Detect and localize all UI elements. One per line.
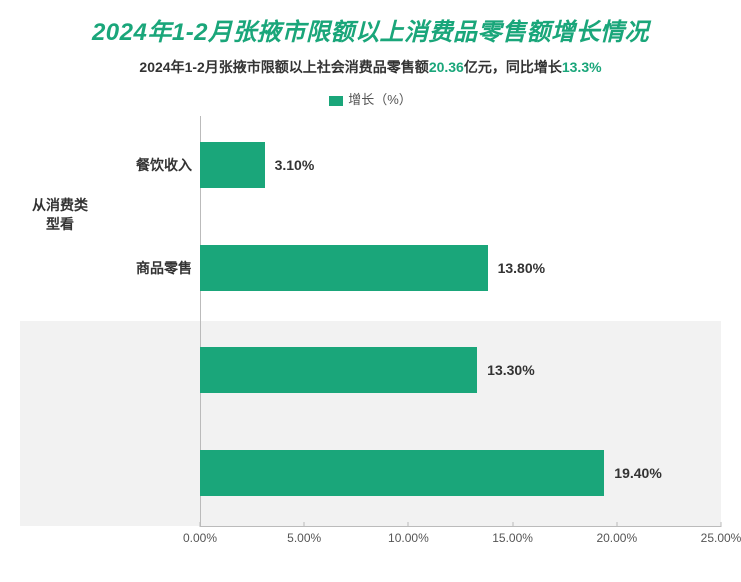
bar xyxy=(200,347,477,393)
chart-title: 2024年1-2月张掖市限额以上消费品零售额增长情况 xyxy=(20,12,721,47)
bars-area: 3.10% 13.80% 13.30% 19.40% 0.00%5.00%10.00%1… xyxy=(200,116,721,556)
bar-value-label: 3.10% xyxy=(275,157,315,173)
legend: 增长（%） xyxy=(20,89,721,108)
bar-row: 13.80% xyxy=(200,245,721,291)
x-tick-label: 25.00% xyxy=(701,531,741,545)
bar xyxy=(200,142,265,188)
bar-row: 19.40% xyxy=(200,450,721,496)
x-tick-label: 10.00% xyxy=(388,531,429,545)
x-tick-label: 20.00% xyxy=(596,531,637,545)
legend-swatch xyxy=(329,96,343,106)
x-tick-label: 15.00% xyxy=(492,531,533,545)
subtitle-value: 20.36 xyxy=(429,59,464,75)
category-label: 餐饮收入 xyxy=(136,155,192,175)
subtitle-growth: 13.3% xyxy=(562,59,602,75)
chart-container: 2024年1-2月张掖市限额以上消费品零售额增长情况 2024年1-2月张掖市限… xyxy=(0,0,741,582)
legend-label: 增长（%） xyxy=(348,92,412,107)
x-axis: 0.00%5.00%10.00%15.00%20.00%25.00% xyxy=(200,526,721,527)
subtitle-prefix: 2024年1-2月张掖市限额以上社会消费品零售额 xyxy=(139,59,428,75)
bar xyxy=(200,450,604,496)
x-tick-mark xyxy=(616,522,617,527)
x-tick-mark xyxy=(512,522,513,527)
x-tick-mark xyxy=(200,522,201,527)
x-tick-label: 5.00% xyxy=(287,531,321,545)
bar xyxy=(200,245,488,291)
category-label: 商品零售 xyxy=(136,258,192,278)
x-tick-mark xyxy=(408,522,409,527)
bar-row: 13.30% xyxy=(200,347,721,393)
subtitle-unit: 亿元，同比增长 xyxy=(464,59,562,75)
x-tick-mark xyxy=(721,522,722,527)
plot-area: 从消费类型看基本生活类消费 餐饮收入商品零售饮料类粮油食品类 3.10%13.8… xyxy=(20,116,721,556)
bar-value-label: 19.40% xyxy=(614,465,661,481)
group-label: 从消费类型看 xyxy=(20,196,100,232)
bar-value-label: 13.30% xyxy=(487,362,534,378)
x-tick-mark xyxy=(304,522,305,527)
x-tick-label: 0.00% xyxy=(183,531,217,545)
chart-subtitle: 2024年1-2月张掖市限额以上社会消费品零售额20.36亿元，同比增长13.3… xyxy=(20,57,721,77)
bar-row: 3.10% xyxy=(200,142,721,188)
bar-value-label: 13.80% xyxy=(498,260,545,276)
